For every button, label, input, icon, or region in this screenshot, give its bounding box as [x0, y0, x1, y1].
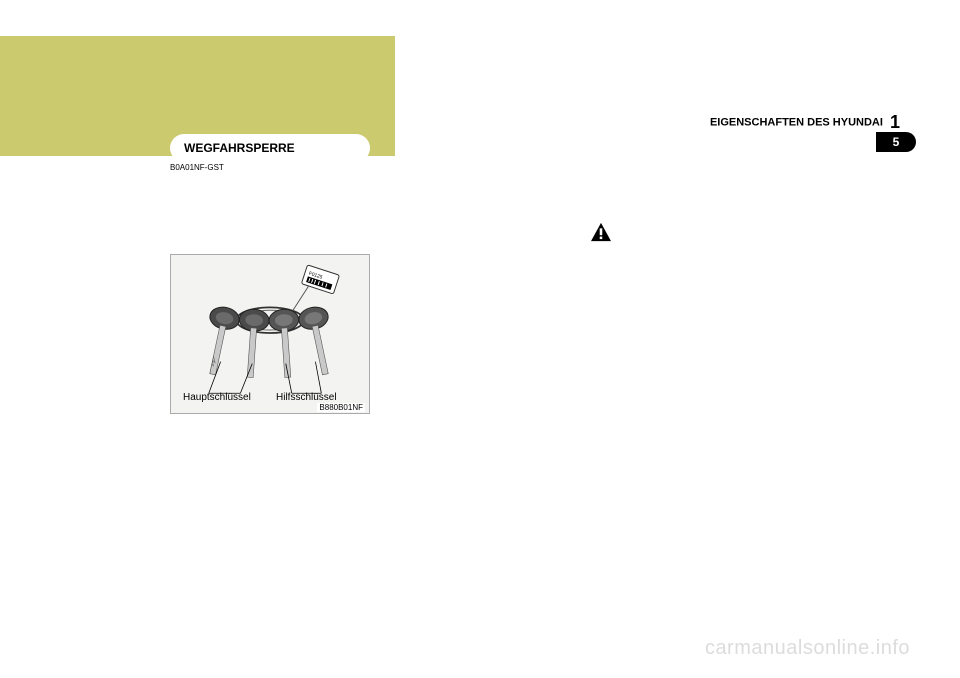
- page-number: 5: [893, 135, 900, 149]
- figure-label-main-key: Hauptschlüssel: [183, 392, 251, 403]
- key-illustration: F0125: [170, 254, 370, 414]
- page-number-badge: 5: [876, 132, 916, 152]
- section-code: B0A01NF-GST: [170, 163, 224, 172]
- watermark-text: carmanualsonline.info: [705, 637, 910, 660]
- top-white-strip: [0, 0, 960, 36]
- figure-code: B880B01NF: [317, 403, 365, 412]
- keys-svg: F0125: [171, 255, 369, 413]
- chapter-header: EIGENSCHAFTEN DES HYUNDAI 1: [710, 112, 900, 133]
- warning-icon: [590, 222, 612, 242]
- section-title-tab: WEGFAHRSPERRE: [170, 134, 370, 162]
- chapter-number: 1: [890, 112, 900, 133]
- section-title: WEGFAHRSPERRE: [184, 141, 295, 155]
- chapter-title: EIGENSCHAFTEN DES HYUNDAI: [710, 116, 883, 128]
- figure-label-aux-key: Hilfsschlüssel: [276, 392, 337, 403]
